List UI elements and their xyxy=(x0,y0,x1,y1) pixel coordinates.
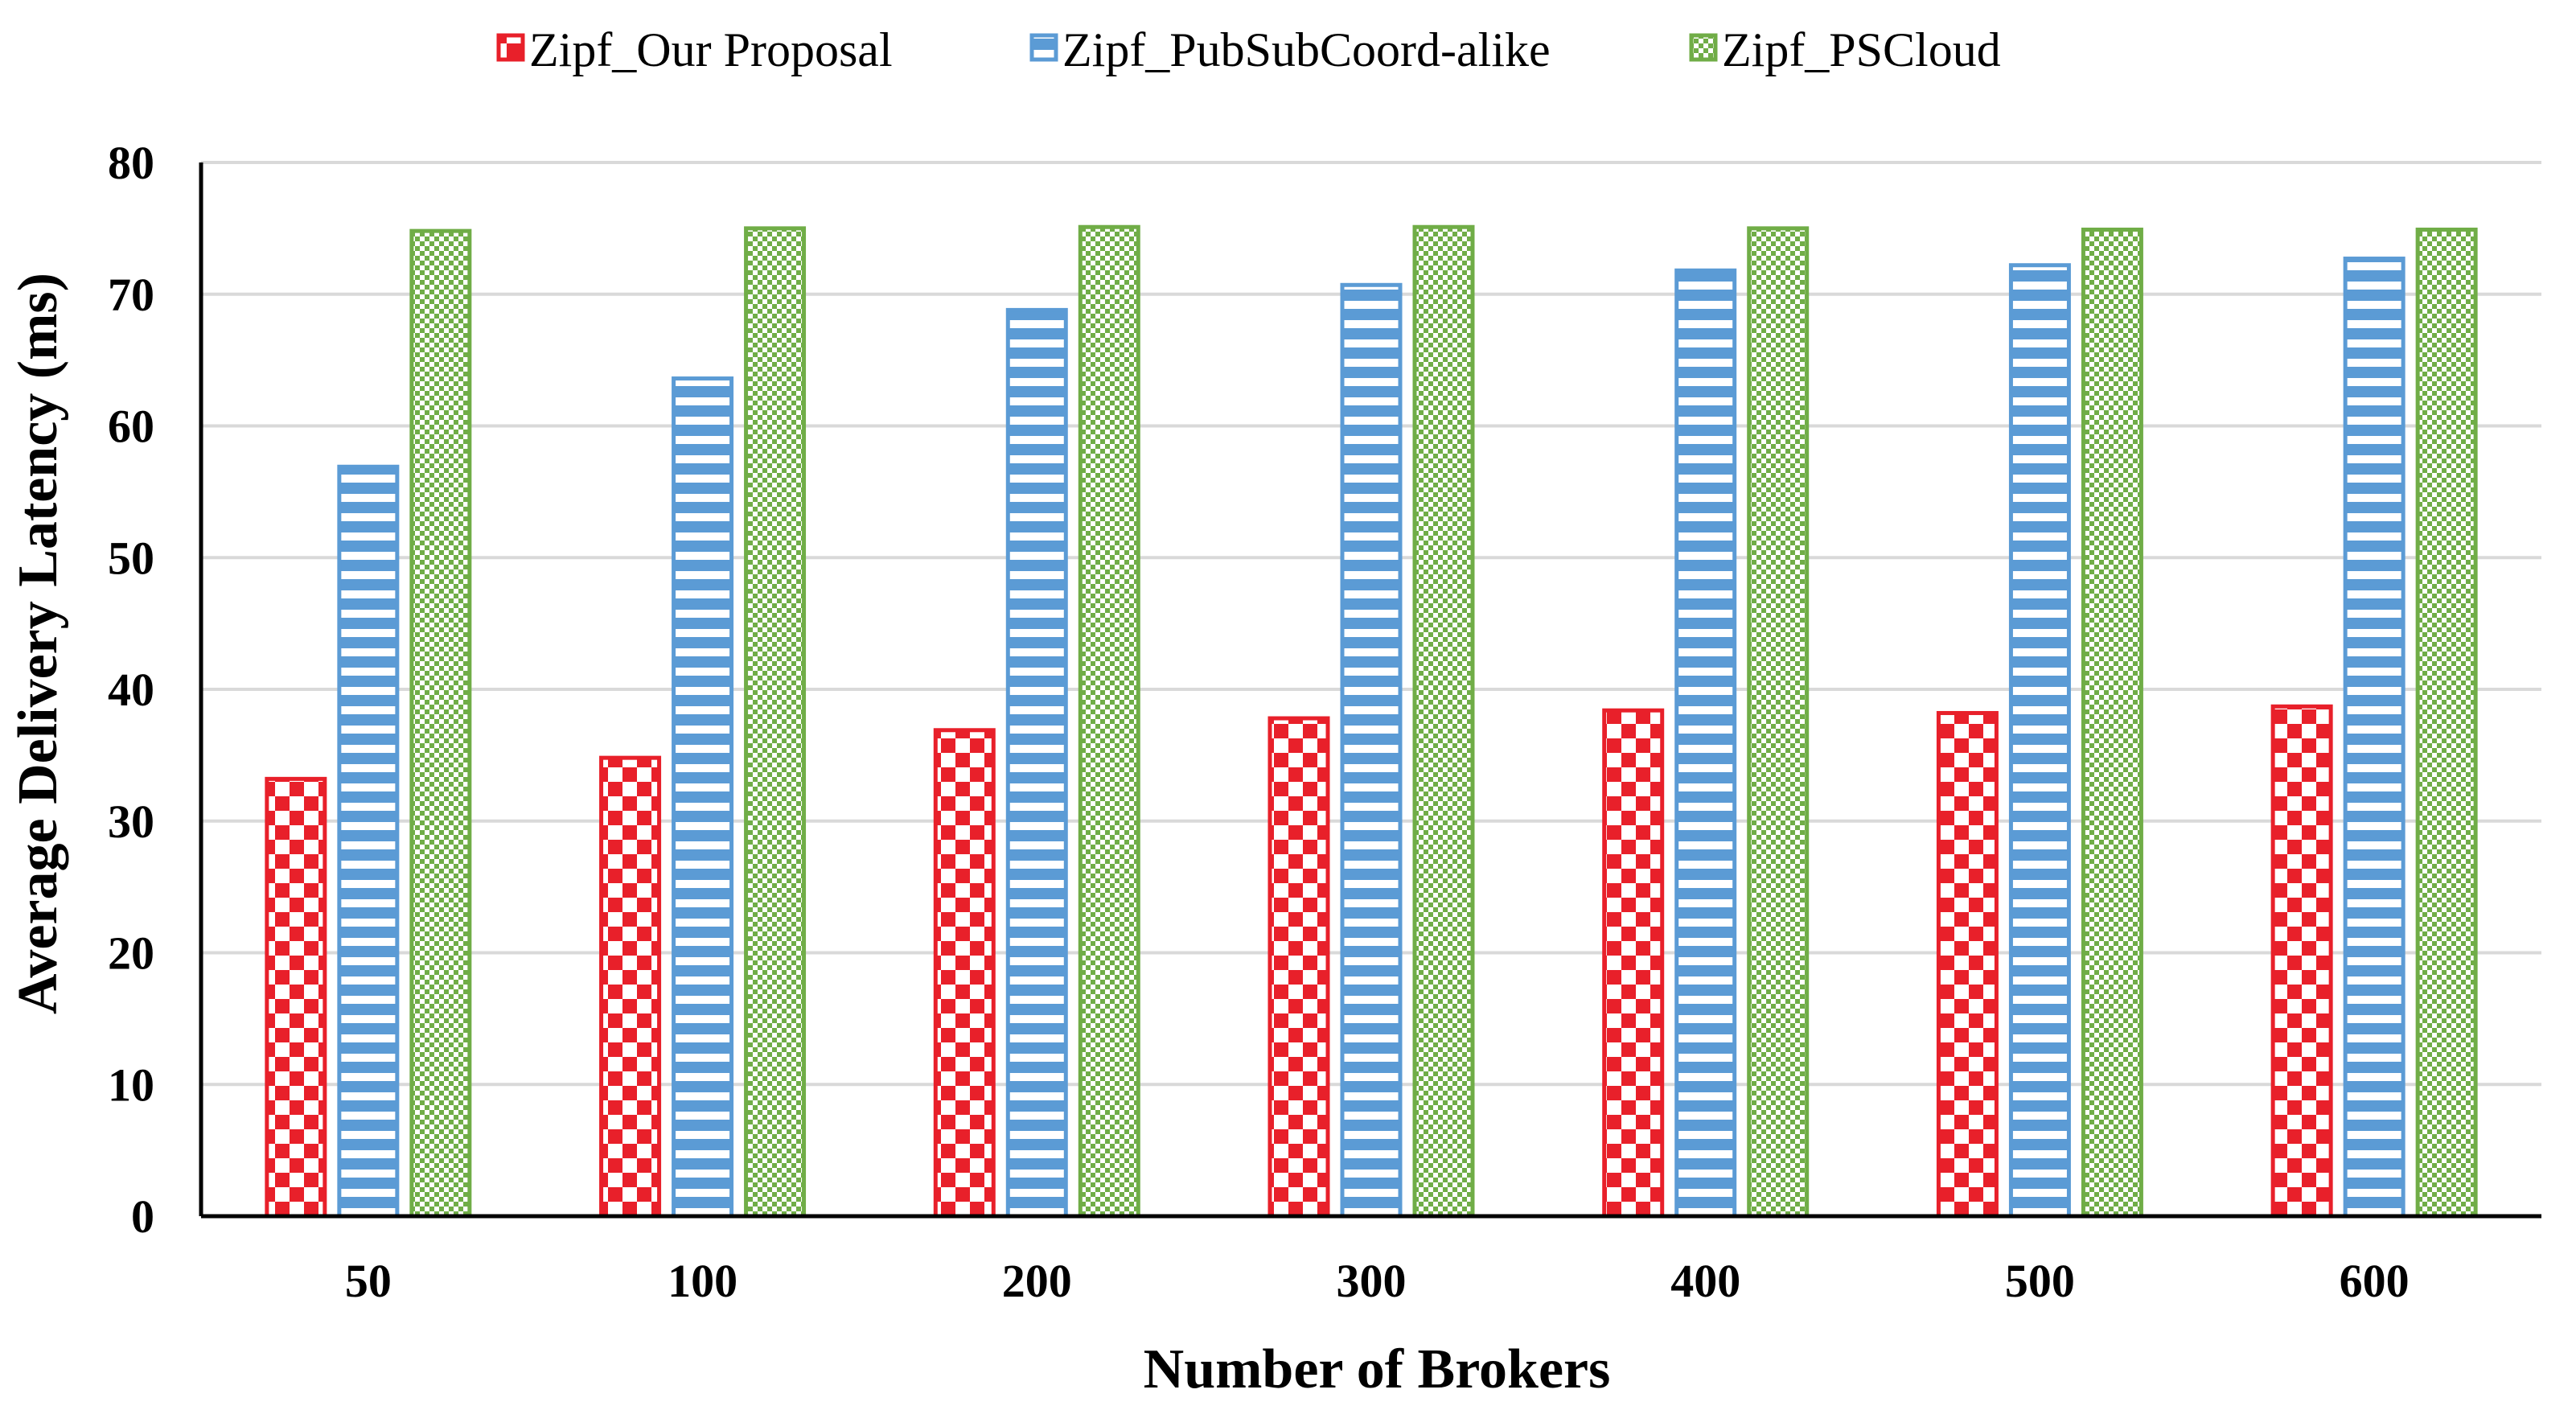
bar-1-600 xyxy=(2270,704,2333,1219)
bar-3-500 xyxy=(2081,228,2143,1219)
bar-1-400 xyxy=(1602,708,1665,1219)
legend-label-1: Zipf_Our Proposal xyxy=(529,23,893,76)
legend-swatch-1 xyxy=(496,33,525,62)
bar-2-500 xyxy=(2008,263,2071,1219)
x-tick-labels: 50 100 200 300 400 500 600 xyxy=(345,1255,2410,1307)
x-axis-title: Number of Brokers xyxy=(1144,1338,1611,1400)
bar-3-50 xyxy=(409,228,472,1219)
bar-3-200 xyxy=(1078,224,1140,1219)
y-tick-label: 20 xyxy=(108,927,154,980)
x-tick-label: 500 xyxy=(2005,1255,2075,1307)
legend-label-2: Zipf_PubSubCoord-alike xyxy=(1062,23,1551,76)
x-tick-label: 100 xyxy=(668,1255,737,1307)
bar-2-300 xyxy=(1340,282,1403,1219)
axes xyxy=(199,162,2541,1219)
legend-label-3: Zipf_PSCloud xyxy=(1722,23,2001,76)
y-tick-label: 80 xyxy=(108,137,154,189)
bar-3-400 xyxy=(1747,226,1810,1219)
bar-2-50 xyxy=(337,464,400,1219)
y-tick-label: 10 xyxy=(108,1059,154,1111)
y-tick-label: 60 xyxy=(108,401,154,453)
y-axis-title: Average Delivery Latency (ms) xyxy=(7,273,69,1014)
x-tick-label: 50 xyxy=(345,1255,392,1307)
x-tick-label: 200 xyxy=(1002,1255,1072,1307)
y-tick-label: 30 xyxy=(108,796,154,848)
bar-2-200 xyxy=(1005,307,1068,1219)
bar-3-600 xyxy=(2415,228,2478,1219)
x-tick-label: 600 xyxy=(2340,1255,2410,1307)
bar-1-300 xyxy=(1267,716,1330,1219)
y-tick-label: 70 xyxy=(108,269,154,321)
y-tick-label: 0 xyxy=(131,1190,154,1243)
bar-1-200 xyxy=(933,728,996,1219)
y-tick-label: 40 xyxy=(108,664,154,716)
x-tick-label: 300 xyxy=(1337,1255,1407,1307)
bar-3-300 xyxy=(1412,224,1475,1219)
y-tick-label: 50 xyxy=(108,532,154,584)
bar-2-600 xyxy=(2343,257,2405,1219)
legend-swatch-2 xyxy=(1029,33,1058,62)
bar-1-100 xyxy=(599,755,662,1219)
bars xyxy=(265,224,2478,1219)
y-tick-labels: 0 10 20 30 40 50 60 70 80 xyxy=(108,137,154,1243)
bar-2-100 xyxy=(672,376,734,1219)
legend-swatch-3 xyxy=(1689,33,1718,62)
legend: Zipf_Our Proposal Zipf_PubSubCoord-alike Z… xyxy=(496,23,2001,76)
bar-1-50 xyxy=(265,776,327,1219)
x-tick-label: 400 xyxy=(1670,1255,1740,1307)
bar-3-100 xyxy=(744,226,807,1219)
bar-2-400 xyxy=(1674,268,1737,1219)
bar-1-500 xyxy=(1936,710,1999,1219)
